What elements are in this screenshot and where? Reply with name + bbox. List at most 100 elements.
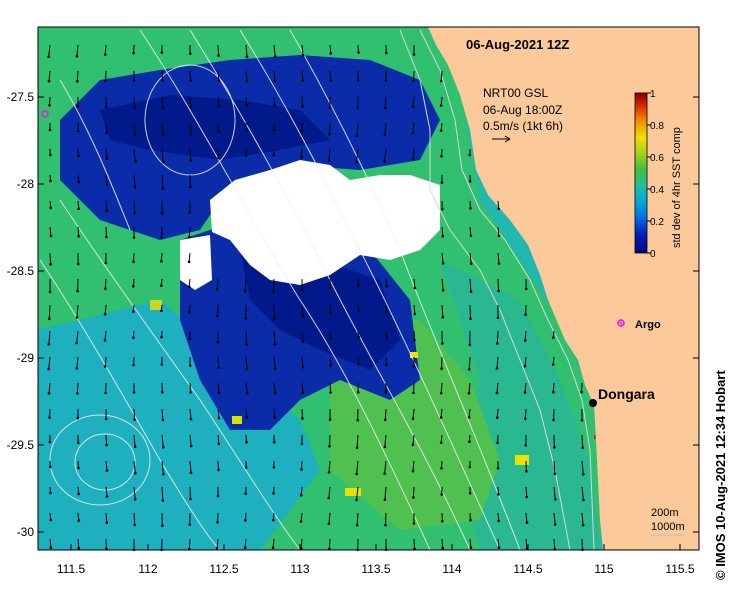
current-vector — [161, 486, 164, 501]
current-vector-head — [103, 313, 107, 316]
current-vector — [553, 538, 556, 550]
current-vector — [77, 226, 80, 237]
cloud-mask — [180, 235, 212, 290]
current-vector — [273, 70, 276, 82]
current-vector-head — [77, 234, 80, 238]
current-vector — [412, 486, 415, 498]
current-vector — [496, 330, 499, 344]
current-vector — [468, 408, 471, 418]
current-vector-head — [301, 53, 305, 57]
current-vector-head — [49, 153, 52, 157]
current-vector-head — [440, 467, 443, 470]
current-vector — [76, 356, 79, 369]
current-vector — [105, 122, 108, 133]
current-vector-head — [77, 154, 80, 158]
current-vector-head — [299, 493, 303, 497]
current-vector-head — [469, 518, 472, 522]
current-vector-head — [133, 133, 137, 137]
current-vector-head — [132, 79, 136, 82]
current-vector-head — [189, 417, 193, 421]
current-vector — [76, 70, 79, 82]
current-vector-head — [105, 443, 108, 447]
current-vector-head — [105, 183, 109, 186]
current-vector-head — [299, 520, 303, 523]
current-vector — [105, 486, 108, 497]
current-vector — [525, 486, 528, 497]
current-vector-head — [244, 492, 247, 495]
current-vector-head — [49, 206, 53, 210]
current-vector-head — [76, 416, 80, 420]
current-vector-head — [189, 105, 193, 109]
current-vector-head — [441, 261, 445, 265]
y-tick-label: -27.5 — [7, 90, 35, 104]
current-vector-head — [245, 104, 249, 107]
current-vector-head — [162, 472, 165, 476]
current-vector-head — [497, 262, 501, 265]
current-vector — [273, 408, 276, 418]
current-vector — [356, 148, 359, 163]
current-vector-head — [161, 524, 164, 527]
current-vector — [161, 460, 164, 475]
current-vector-head — [161, 499, 165, 502]
current-vector-head — [216, 520, 219, 524]
current-vector-head — [77, 180, 80, 184]
current-vector-head — [273, 367, 277, 371]
warm-spot — [232, 416, 242, 424]
current-vector-head — [272, 154, 276, 157]
current-vector-head — [412, 496, 415, 499]
current-vector-head — [160, 212, 164, 215]
current-vector — [412, 122, 415, 133]
current-vector-head — [384, 418, 387, 422]
credit-text: © IMOS 10-Aug-2021 12:34 Hobart — [713, 370, 728, 580]
current-vector-head — [105, 521, 109, 524]
colorbar-tick-label: 0.4 — [650, 185, 664, 196]
current-vector — [356, 460, 359, 475]
current-vector-head — [411, 443, 415, 447]
current-vector-head — [188, 547, 191, 551]
current-vector — [581, 512, 584, 526]
current-vector — [104, 278, 107, 289]
current-vector-head — [355, 160, 358, 164]
current-vector-head — [104, 391, 107, 395]
current-vector-head — [301, 366, 305, 369]
current-vector — [133, 122, 136, 135]
current-vector — [301, 382, 304, 393]
current-vector-head — [105, 157, 109, 160]
current-vector-head — [329, 286, 332, 289]
current-vector-head — [328, 133, 331, 136]
current-vector-head — [245, 391, 249, 395]
current-vector — [105, 512, 108, 523]
x-tick-label: 115 — [594, 562, 613, 576]
current-vector-head — [329, 311, 333, 315]
current-vector-head — [75, 341, 78, 345]
current-vector-head — [439, 416, 443, 419]
current-vector — [300, 486, 303, 496]
current-vector-head — [553, 523, 557, 526]
current-vector — [273, 382, 276, 394]
current-vector-head — [217, 442, 221, 446]
current-vector-head — [327, 522, 331, 525]
current-vector — [48, 356, 51, 369]
current-vector-head — [215, 547, 219, 550]
current-vector-head — [188, 523, 192, 526]
cloud-mask — [210, 160, 440, 285]
current-vector-head — [383, 160, 386, 163]
current-vector-head — [217, 416, 221, 420]
current-vector-head — [441, 546, 445, 550]
current-vector-head — [77, 466, 80, 470]
current-vector-head — [385, 336, 388, 339]
current-vector-head — [329, 364, 333, 367]
current-vector — [49, 226, 52, 236]
warm-spot — [515, 455, 529, 465]
current-vector — [161, 408, 164, 420]
current-vector-head — [525, 495, 529, 499]
current-vector-head — [216, 314, 219, 318]
map-title: 06-Aug-2021 12Z — [466, 37, 569, 52]
current-vector-head — [105, 235, 108, 239]
current-vector-head — [161, 106, 165, 110]
current-vector — [329, 44, 332, 54]
current-vector-head — [301, 314, 305, 318]
current-vector-head — [441, 315, 445, 319]
current-vector-head — [439, 391, 443, 395]
current-vector-head — [161, 418, 165, 422]
